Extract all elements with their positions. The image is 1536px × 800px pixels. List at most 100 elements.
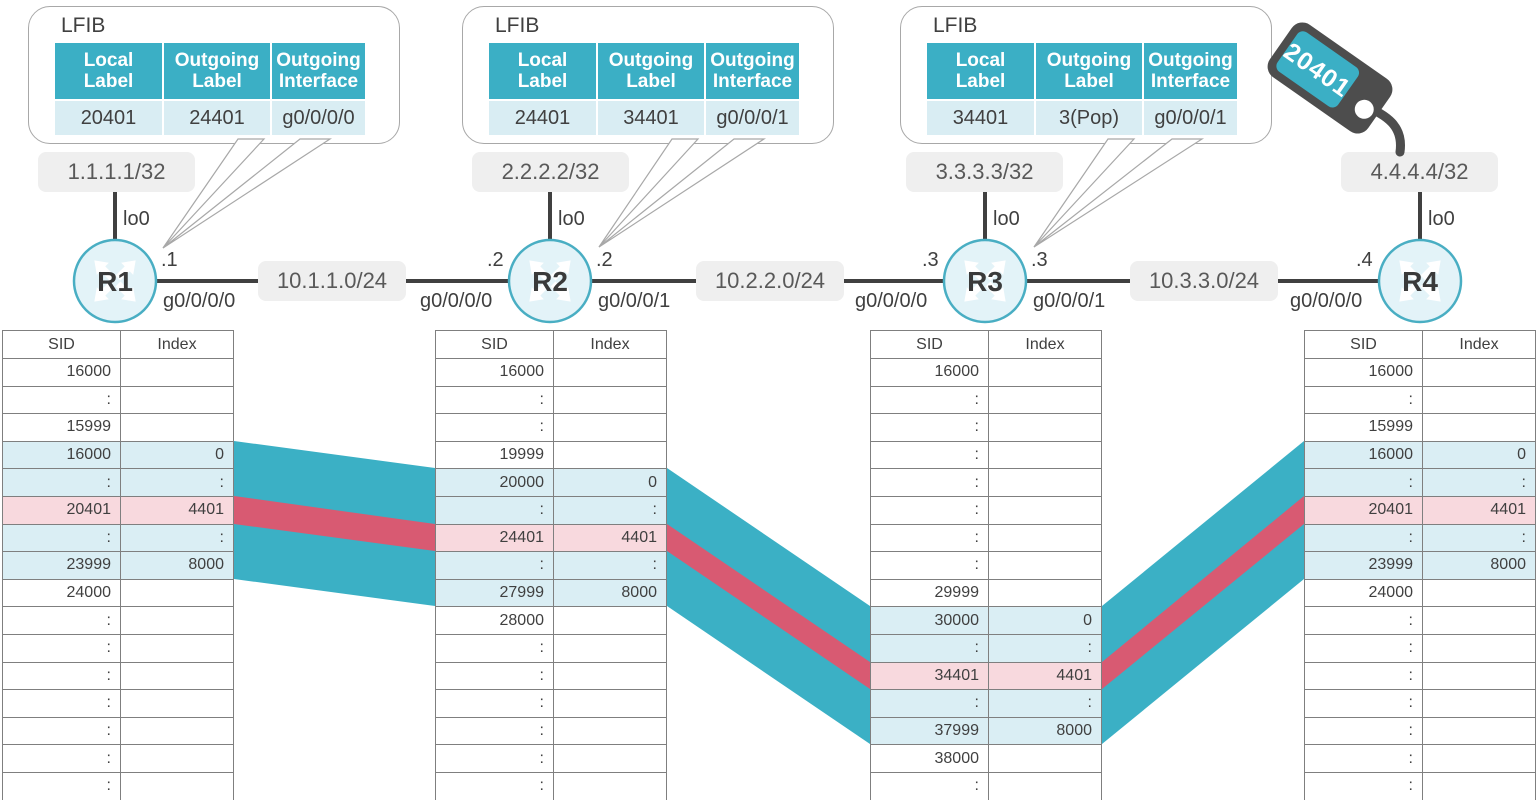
loopback-if-label-r1: lo0 bbox=[123, 208, 150, 230]
sid-cell-value: : bbox=[436, 496, 554, 524]
lfib-table-r1: Local Label Outgoing Label Outgoing Inte… bbox=[55, 43, 365, 135]
sid-table-head: SID Index bbox=[1305, 331, 1535, 359]
sid-band-r2-r3 bbox=[667, 524, 870, 689]
index-cell-value bbox=[121, 579, 233, 607]
tag-string bbox=[1359, 100, 1405, 157]
sid-cell-value: : bbox=[871, 414, 989, 441]
loopback-prefix-r4: 4.4.4.4/32 bbox=[1341, 152, 1498, 192]
tag-hole bbox=[1354, 99, 1374, 119]
sid-cell-value: 16000 bbox=[1305, 441, 1423, 469]
index-cell-value: : bbox=[989, 634, 1101, 662]
index-cell-value bbox=[989, 359, 1101, 386]
srgb-band-r1-r2 bbox=[234, 441, 435, 606]
sid-table-row: 37999 8000 bbox=[871, 717, 1101, 746]
sid-cell-value: : bbox=[3, 524, 121, 552]
sid-cell-value: : bbox=[1305, 469, 1423, 496]
index-cell-value bbox=[1423, 662, 1535, 690]
sid-cell-value: : bbox=[1305, 524, 1423, 552]
lfib-header-local-label: Local Label bbox=[55, 43, 162, 99]
index-cell-value: 0 bbox=[121, 441, 233, 469]
sid-cell-value: 20000 bbox=[436, 469, 554, 496]
sid-table-header: SID bbox=[436, 331, 554, 358]
sid-table-header: SID bbox=[3, 331, 121, 358]
sid-cell-value: 28000 bbox=[436, 607, 554, 634]
sid-table-row: : bbox=[3, 690, 233, 718]
sid-table-row: 15999 bbox=[1305, 414, 1535, 442]
index-cell-value bbox=[121, 414, 233, 441]
sid-cell-value: 24000 bbox=[3, 579, 121, 607]
index-cell-value bbox=[554, 359, 666, 386]
sid-table-row: : bbox=[871, 414, 1101, 442]
index-cell-value bbox=[1423, 359, 1535, 386]
sid-cell-value: 24000 bbox=[1305, 579, 1423, 607]
sid-table-head: SID Index bbox=[871, 331, 1101, 359]
router-r2: R2 bbox=[506, 237, 594, 325]
index-cell-value: : bbox=[121, 469, 233, 496]
sid-cell-value: : bbox=[3, 662, 121, 690]
index-cell-value bbox=[121, 359, 233, 386]
sid-cell-value: : bbox=[871, 496, 989, 524]
sid-cell-value: 16000 bbox=[3, 441, 121, 469]
loopback-prefix-r2: 2.2.2.2/32 bbox=[472, 152, 629, 192]
sid-table-row: : bbox=[1305, 745, 1535, 773]
sid-cell-value: : bbox=[3, 607, 121, 634]
sid-table-row: 20401 4401 bbox=[3, 496, 233, 525]
index-cell-value bbox=[1423, 579, 1535, 607]
lfib-header-outgoing-interface: Outgoing Interface bbox=[272, 43, 365, 99]
iface-label-r1-right: g0/0/0/0 bbox=[163, 290, 236, 312]
sid-table-row: 24401 4401 bbox=[436, 524, 666, 553]
sid-cell-value: : bbox=[1305, 772, 1423, 800]
sid-table-row: 34401 4401 bbox=[871, 662, 1101, 691]
sid-table-row: :: bbox=[3, 524, 233, 553]
index-cell-value: 0 bbox=[554, 469, 666, 496]
addr-label-r1-right: .1 bbox=[161, 249, 178, 271]
sid-cell-value: 24401 bbox=[436, 524, 554, 552]
index-cell-value bbox=[121, 717, 233, 745]
index-cell-value bbox=[554, 634, 666, 662]
label-tag: 20401 bbox=[1267, 22, 1393, 134]
sid-cell-value: 19999 bbox=[436, 441, 554, 469]
index-cell-value: 8000 bbox=[554, 579, 666, 607]
sid-table-row: 38000 bbox=[871, 745, 1101, 773]
sid-table-row: 24000 bbox=[1305, 579, 1535, 608]
index-cell-value bbox=[554, 690, 666, 717]
iface-label-r3-right: g0/0/0/1 bbox=[1033, 290, 1106, 312]
lfib-cell-local-label: 34401 bbox=[927, 101, 1034, 135]
tag-label-text: 20401 bbox=[1279, 37, 1356, 103]
sid-table-row: : bbox=[436, 745, 666, 773]
sid-table-row: :: bbox=[871, 690, 1101, 718]
sid-table-body: 16000::19999 20000 0::24401 4401::27999 8000… bbox=[436, 359, 666, 800]
sid-table-row: : bbox=[436, 386, 666, 415]
sid-table-body: 16000:15999 16000 0::20401 4401::23999 8000 2… bbox=[1305, 359, 1535, 800]
router-r3: R3 bbox=[941, 237, 1029, 325]
sid-table-row: : bbox=[871, 496, 1101, 525]
sid-cell-value: : bbox=[1305, 634, 1423, 662]
index-cell-value: : bbox=[989, 690, 1101, 717]
router-name: R4 bbox=[1402, 266, 1438, 297]
index-cell-value bbox=[121, 386, 233, 414]
index-cell-value bbox=[989, 552, 1101, 579]
sid-table-row: : bbox=[3, 717, 233, 746]
sid-cell-value: : bbox=[1305, 717, 1423, 745]
lfib-header-outgoing-label: Outgoing Label bbox=[598, 43, 704, 99]
router-r4: R4 bbox=[1376, 237, 1464, 325]
sid-table-row: :: bbox=[871, 634, 1101, 663]
sid-cell-value: : bbox=[436, 772, 554, 800]
sid-cell-value: : bbox=[3, 745, 121, 772]
sid-table-row: : bbox=[871, 552, 1101, 580]
sid-cell-value: : bbox=[3, 469, 121, 496]
sid-table-row: : bbox=[1305, 386, 1535, 415]
lfib-header-local-label: Local Label bbox=[927, 43, 1034, 99]
index-cell-value bbox=[1423, 607, 1535, 634]
sid-table-r2: SID Index 16000::19999 20000 0::24401 4401::… bbox=[435, 330, 667, 800]
sid-table-row: 28000 bbox=[436, 607, 666, 635]
sid-cell-value: : bbox=[436, 690, 554, 717]
sid-table-r4: SID Index 16000:15999 16000 0::20401 4401::2… bbox=[1304, 330, 1536, 800]
sid-table-row: : bbox=[1305, 690, 1535, 718]
sid-cell-value: : bbox=[436, 745, 554, 772]
sid-table-header: SID bbox=[871, 331, 989, 358]
sid-cell-value: : bbox=[1305, 745, 1423, 772]
index-cell-value: 4401 bbox=[989, 662, 1101, 690]
lfib-header-outgoing-label: Outgoing Label bbox=[164, 43, 270, 99]
iface-label-r3-left: g0/0/0/0 bbox=[855, 290, 928, 312]
